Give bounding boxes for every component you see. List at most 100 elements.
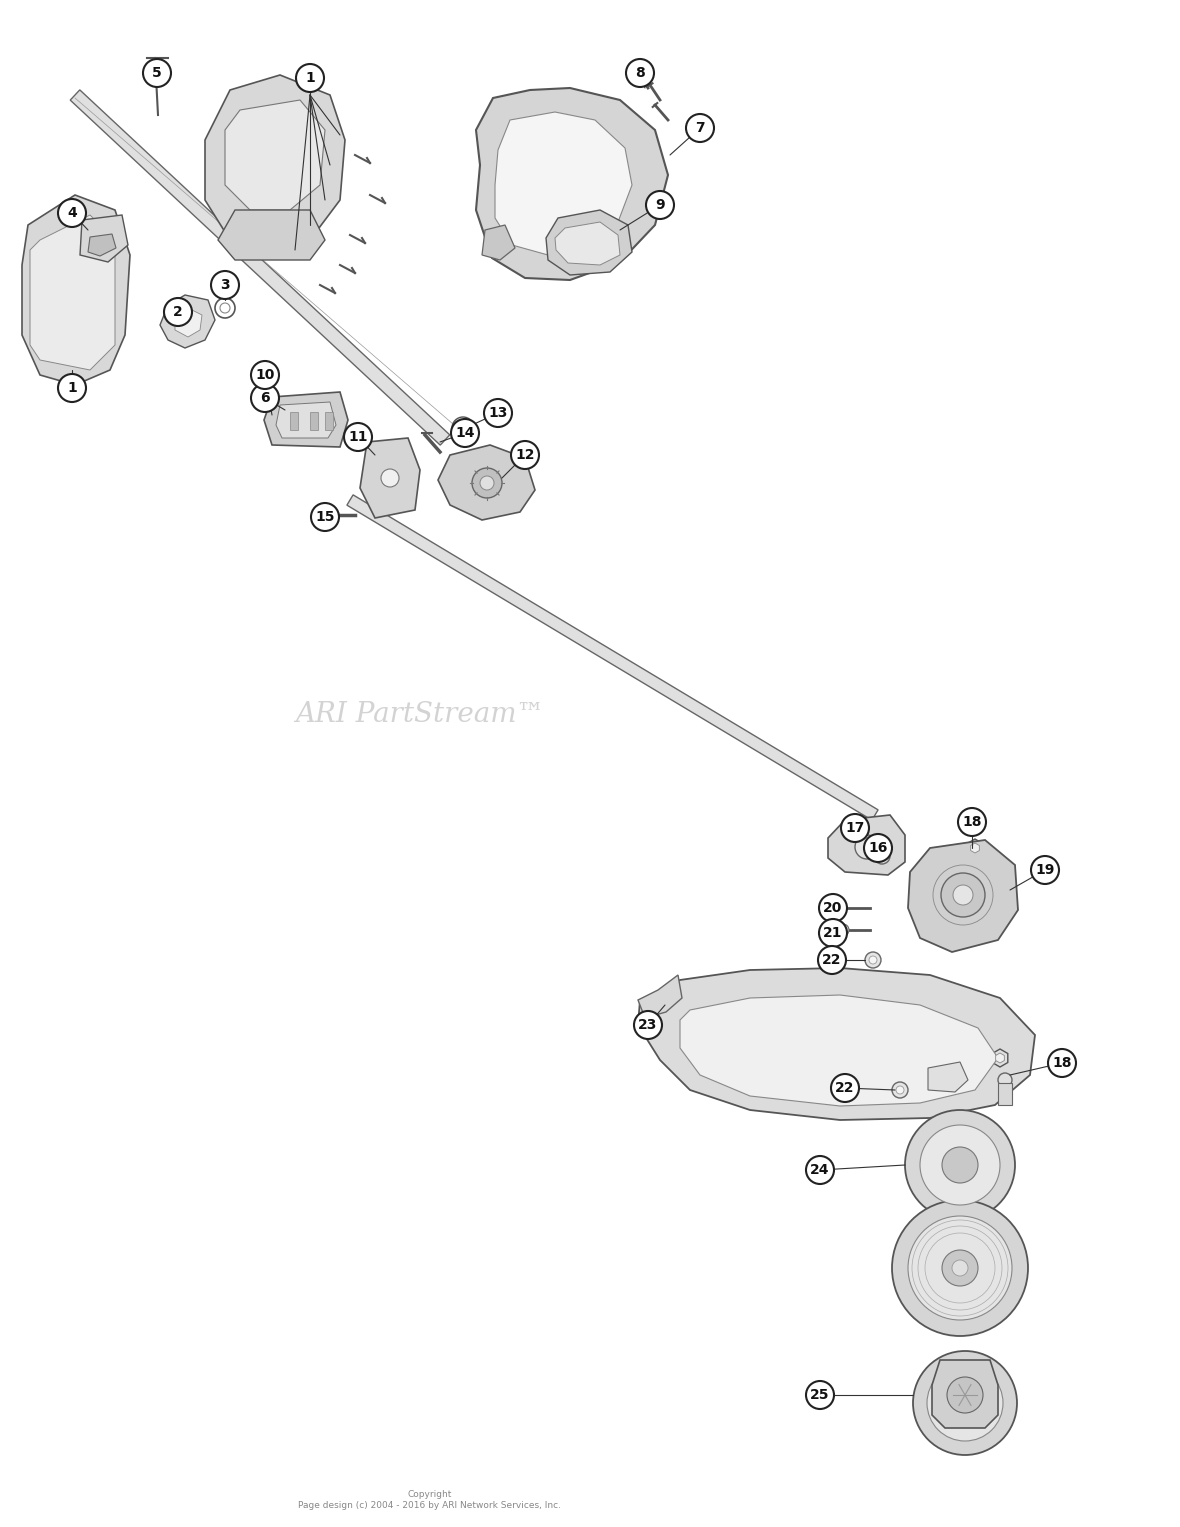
Text: 14: 14 — [455, 426, 474, 440]
Circle shape — [627, 60, 654, 87]
Polygon shape — [932, 1361, 998, 1428]
Circle shape — [484, 399, 512, 428]
Polygon shape — [927, 1061, 968, 1092]
Circle shape — [940, 873, 985, 918]
Circle shape — [451, 418, 479, 447]
Circle shape — [452, 417, 474, 438]
Polygon shape — [347, 495, 878, 820]
Circle shape — [686, 115, 714, 142]
Text: ARI PartStream™: ARI PartStream™ — [295, 701, 545, 728]
Circle shape — [958, 808, 986, 835]
Text: 4: 4 — [67, 206, 77, 220]
Polygon shape — [88, 234, 116, 257]
Circle shape — [251, 360, 278, 389]
Bar — [324, 412, 333, 431]
Text: 22: 22 — [822, 953, 841, 967]
Circle shape — [892, 1083, 907, 1098]
Polygon shape — [971, 843, 979, 854]
Text: 5: 5 — [152, 66, 162, 79]
Circle shape — [472, 467, 501, 498]
Circle shape — [837, 924, 848, 936]
Circle shape — [864, 834, 892, 863]
Circle shape — [819, 919, 847, 947]
Circle shape — [1031, 857, 1058, 884]
Text: 1: 1 — [306, 70, 315, 86]
Circle shape — [913, 1351, 1017, 1455]
Polygon shape — [555, 221, 620, 266]
Text: Copyright
Page design (c) 2004 - 2016 by ARI Network Services, Inc.: Copyright Page design (c) 2004 - 2016 by… — [299, 1490, 562, 1510]
Circle shape — [511, 441, 539, 469]
Circle shape — [58, 374, 86, 402]
Circle shape — [312, 502, 339, 531]
Circle shape — [819, 893, 847, 922]
Polygon shape — [22, 195, 130, 385]
Polygon shape — [30, 215, 114, 370]
Circle shape — [327, 512, 333, 518]
Polygon shape — [546, 211, 632, 275]
Circle shape — [927, 1365, 1003, 1441]
Polygon shape — [175, 308, 202, 337]
Polygon shape — [276, 402, 336, 438]
Circle shape — [1048, 1049, 1076, 1077]
Polygon shape — [225, 99, 324, 211]
Polygon shape — [481, 224, 514, 260]
Circle shape — [905, 1110, 1015, 1220]
Polygon shape — [968, 838, 983, 857]
Circle shape — [58, 199, 86, 228]
Circle shape — [948, 1377, 983, 1412]
Text: 22: 22 — [835, 1081, 854, 1095]
Circle shape — [942, 1147, 978, 1183]
Text: 21: 21 — [824, 925, 843, 941]
Circle shape — [865, 951, 881, 968]
Text: 19: 19 — [1035, 863, 1055, 876]
Circle shape — [381, 469, 399, 487]
Text: 11: 11 — [348, 431, 368, 444]
Circle shape — [634, 1011, 662, 1038]
Circle shape — [920, 1125, 999, 1205]
Text: 9: 9 — [655, 199, 664, 212]
Polygon shape — [438, 444, 535, 521]
Text: 2: 2 — [173, 305, 183, 319]
Circle shape — [143, 60, 171, 87]
Text: 10: 10 — [255, 368, 275, 382]
Text: 15: 15 — [315, 510, 335, 524]
Circle shape — [164, 298, 192, 325]
Text: 17: 17 — [845, 822, 865, 835]
Text: 16: 16 — [868, 841, 887, 855]
Circle shape — [345, 423, 372, 450]
Bar — [998, 1083, 1012, 1106]
Text: 24: 24 — [811, 1164, 830, 1177]
Circle shape — [892, 1200, 1028, 1336]
Circle shape — [874, 847, 890, 864]
Circle shape — [952, 1260, 968, 1277]
Text: 1: 1 — [67, 382, 77, 395]
Polygon shape — [907, 840, 1018, 951]
Polygon shape — [205, 75, 345, 255]
Circle shape — [480, 476, 494, 490]
Text: 6: 6 — [260, 391, 270, 405]
Circle shape — [211, 270, 240, 299]
Circle shape — [907, 1215, 1012, 1319]
Polygon shape — [494, 111, 632, 255]
Circle shape — [831, 1073, 859, 1102]
Polygon shape — [218, 211, 325, 260]
Text: 3: 3 — [221, 278, 230, 292]
Text: 20: 20 — [824, 901, 843, 915]
Circle shape — [645, 191, 674, 218]
Polygon shape — [80, 215, 127, 263]
Polygon shape — [264, 392, 348, 447]
Circle shape — [323, 508, 337, 522]
Text: 25: 25 — [811, 1388, 830, 1402]
Circle shape — [841, 814, 868, 841]
Polygon shape — [992, 1049, 1008, 1067]
Polygon shape — [680, 996, 998, 1106]
Polygon shape — [638, 968, 1035, 1119]
Bar — [310, 412, 317, 431]
Circle shape — [942, 1251, 978, 1286]
Circle shape — [806, 1380, 834, 1409]
Text: 8: 8 — [635, 66, 645, 79]
Circle shape — [998, 1073, 1012, 1087]
Circle shape — [896, 1086, 904, 1093]
Bar — [290, 412, 299, 431]
Circle shape — [868, 956, 877, 964]
